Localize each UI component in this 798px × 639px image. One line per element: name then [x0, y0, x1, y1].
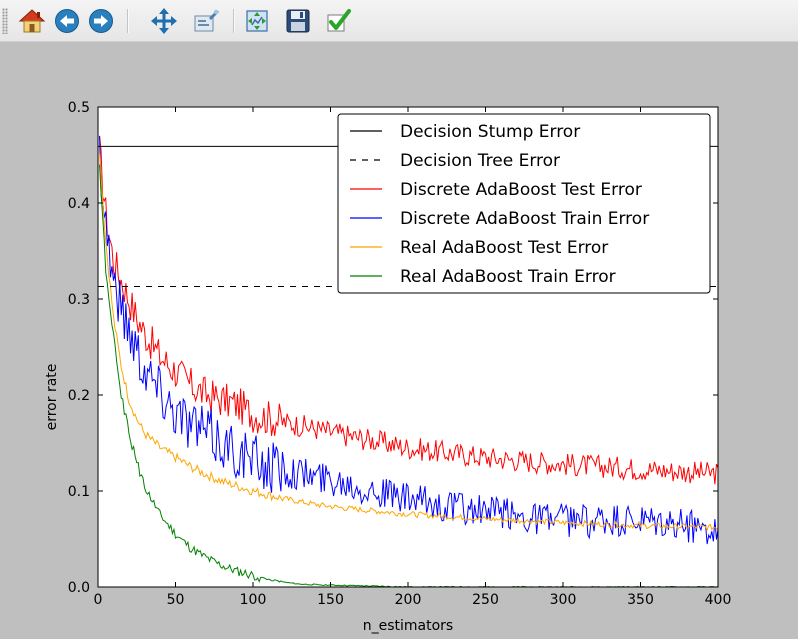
save-button[interactable]	[282, 5, 314, 37]
checkmark-icon	[327, 9, 351, 32]
series-line	[99, 153, 719, 532]
x-tick-label: 150	[317, 592, 344, 608]
x-axis-label: n_estimators	[363, 618, 453, 634]
subplots-icon	[246, 10, 268, 32]
edit-button[interactable]	[322, 5, 354, 37]
series-line	[99, 135, 719, 485]
forward-button[interactable]	[85, 5, 117, 37]
legend-label: Real AdaBoost Train Error	[400, 267, 616, 287]
y-axis-label: error rate	[44, 364, 60, 431]
zoom-button[interactable]	[190, 5, 222, 37]
legend-label: Decision Tree Error	[400, 151, 560, 171]
back-arrow-icon	[55, 9, 79, 33]
forward-arrow-icon	[89, 9, 113, 33]
y-tick-label: 0.0	[68, 580, 90, 596]
back-button[interactable]	[51, 5, 83, 37]
series-layer	[99, 135, 719, 588]
x-tick-label: 300	[550, 592, 577, 608]
y-tick-label: 0.2	[68, 388, 90, 404]
legend-box	[337, 113, 711, 294]
legend-label: Discrete AdaBoost Test Error	[400, 180, 642, 200]
home-button[interactable]	[16, 5, 48, 37]
y-tick-label: 0.1	[68, 484, 90, 500]
x-tick-label: 50	[167, 592, 185, 608]
legend-label: Real AdaBoost Test Error	[400, 238, 608, 258]
y-tick-label: 0.3	[68, 292, 90, 308]
x-tick-label: 250	[472, 592, 499, 608]
x-tick-label: 0	[94, 592, 103, 608]
line-chart: 0 50 100 150 200 250 300 350 400 0.0 0.1 0.2 0.3 0.4 0…	[44, 100, 732, 634]
x-tick-label: 200	[395, 592, 422, 608]
home-icon	[18, 9, 46, 33]
toolbar-grip[interactable]	[2, 8, 8, 34]
pan-button[interactable]	[148, 5, 180, 37]
subplots-button[interactable]	[241, 5, 273, 37]
axis-ticks: 0 50 100 150 200 250 300 350 400 0.0 0.1 0.2 0.3 0.4 0…	[68, 100, 732, 608]
legend-label: Discrete AdaBoost Train Error	[400, 209, 649, 229]
figure-canvas: 0 50 100 150 200 250 300 350 400 0.0 0.1 0.2 0.3 0.4 0…	[0, 42, 798, 635]
toolbar	[0, 0, 798, 42]
zoom-rect-icon	[194, 9, 219, 32]
y-tick-label: 0.5	[68, 100, 90, 116]
save-disk-icon	[286, 9, 310, 33]
legend-label: Decision Stump Error	[400, 122, 580, 142]
x-tick-label: 350	[627, 592, 654, 608]
toolbar-separator	[233, 9, 235, 33]
pan-arrows-icon	[151, 8, 177, 34]
x-tick-label: 400	[705, 592, 732, 608]
toolbar-separator	[127, 9, 129, 33]
y-tick-label: 0.4	[68, 196, 90, 212]
x-tick-label: 100	[240, 592, 267, 608]
series-line	[99, 135, 719, 545]
legend: Decision Stump Error Decision Tree Error D…	[337, 113, 711, 294]
